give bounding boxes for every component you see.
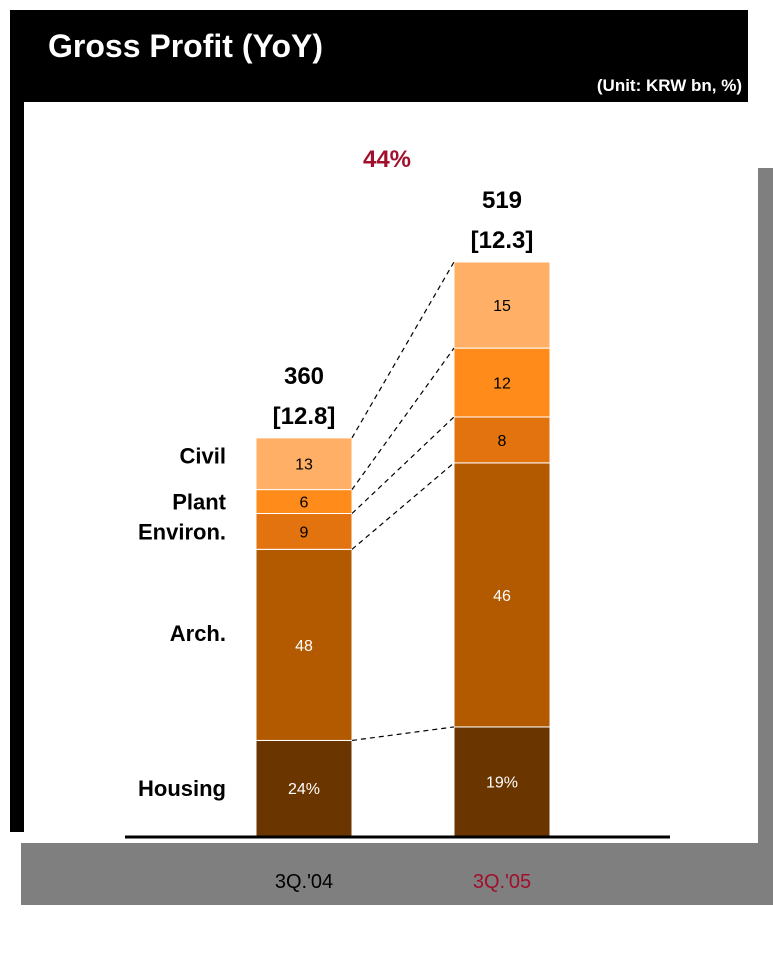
legend-label-plant: Plant [172,490,226,515]
margin-value-label: [12.3] [471,227,534,254]
bar-segment-plant-2 [453,347,551,418]
segment-value-label: 8 [498,433,507,450]
segment-value-label: 12 [493,376,511,393]
segment-value-label: 13 [295,457,313,474]
segment-value-label: 15 [493,298,511,315]
segment-value-label: 48 [295,638,313,655]
segment-value-label: 19% [486,774,518,791]
total-value-label: 519 [482,187,522,214]
growth-rate-label: 44% [363,146,411,173]
bar-segment-housing-1 [255,739,353,837]
connector-line [351,462,455,550]
segment-value-label: 9 [300,524,309,541]
page-title: Gross Profit (YoY) [48,28,323,64]
connector-line [351,261,455,439]
legend-label-environ: Environ. [138,519,226,544]
bar-segment-housing-2 [453,726,551,837]
bar-segment-arch-2 [453,462,551,728]
connector-line [351,726,455,742]
bottom-shadow-panel [21,843,758,905]
left-frame-edge [10,100,24,832]
total-value-label: 360 [284,363,324,390]
connector-line [351,347,455,490]
legend-label-housing: Housing [138,776,226,801]
x-tick-label: 3Q.'04 [275,871,333,893]
segment-value-label: 6 [300,495,309,512]
segment-value-label: 24% [288,781,320,798]
bar-segment-arch-1 [255,548,353,741]
header-bar: Gross Profit (YoY) (Unit: KRW bn, %) [10,10,748,102]
bar-segment-civil-1 [255,437,353,491]
legend-label-arch: Arch. [170,621,226,646]
bar-segment-environ-1 [255,512,353,550]
right-shadow-edge [758,168,773,905]
legend-label-civil: Civil [180,444,226,469]
x-tick-label: 3Q.'05 [473,871,531,893]
margin-value-label: [12.8] [273,403,336,430]
connector-line [351,416,455,514]
segment-value-label: 46 [493,588,511,605]
unit-label: (Unit: KRW bn, %) [596,76,742,95]
bar-segment-civil-2 [453,261,551,349]
